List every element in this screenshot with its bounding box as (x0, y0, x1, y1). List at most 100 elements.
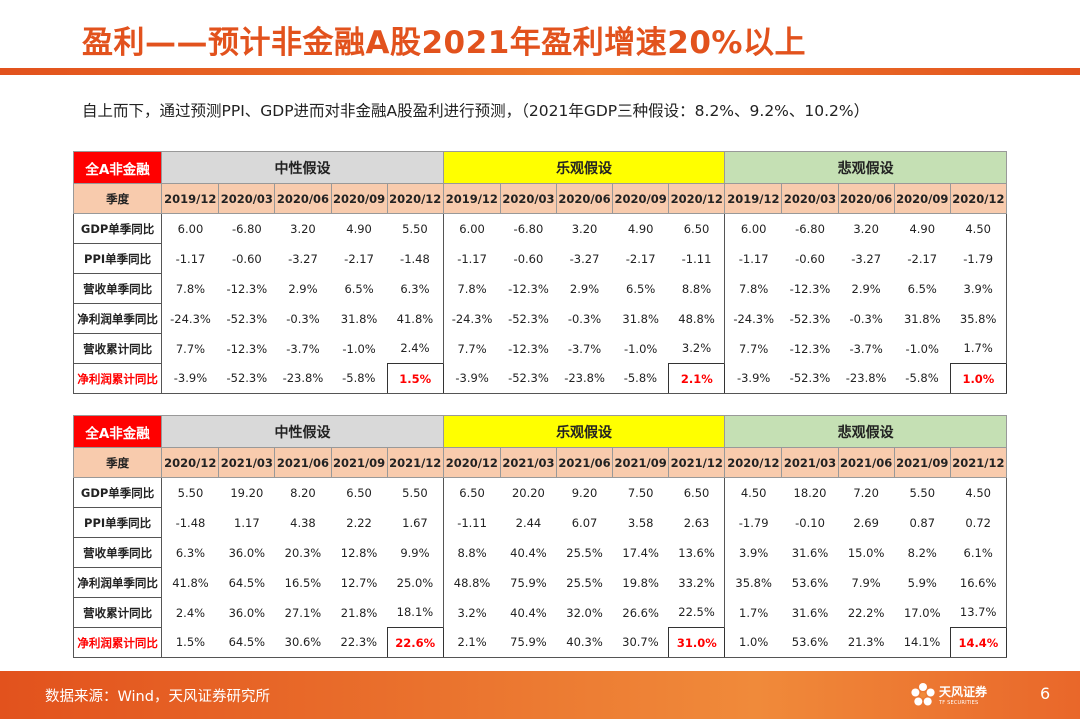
quarter-cell: 2020/09 (612, 183, 670, 214)
table-cell: -5.8% (894, 363, 951, 394)
table-cell: 8.8% (668, 273, 726, 304)
table-cell: 25.5% (556, 567, 613, 598)
table-cell: 30.7% (612, 627, 669, 658)
quarter-cell: 2020/12 (724, 447, 783, 478)
table-cell: -5.8% (331, 363, 388, 394)
title-rule (0, 68, 1080, 75)
table-cell: 2.4% (387, 333, 444, 364)
table-cell: -3.27 (556, 243, 613, 274)
table-row: 净利润单季同比 -24.3% -52.3% -0.3% 31.8% 41.8% -24.3%… (72, 303, 1008, 334)
table-cell: -52.3% (218, 363, 275, 394)
table-cell: -12.3% (500, 273, 557, 304)
table-cell: 16.5% (274, 567, 331, 598)
quarter-label: 季度 (72, 183, 163, 214)
table-cell: 36.0% (218, 597, 275, 628)
quarter-cell: 2020/09 (330, 183, 388, 214)
table-cell: 6.5% (894, 273, 951, 304)
quarter-cell: 2020/12 (161, 447, 220, 478)
row-label: 营收累计同比 (72, 597, 163, 628)
table-row: 营收单季同比 7.8% -12.3% 2.9% 6.5% 6.3% 7.8% -12.3% 2.… (72, 273, 1008, 304)
table-cell: 6.5% (331, 273, 388, 304)
quarter-cell: 2019/12 (442, 183, 501, 214)
table-cell: 5.50 (387, 213, 444, 244)
table-cell: 2.44 (500, 507, 557, 538)
table-cell: 7.50 (612, 477, 669, 508)
table-cell: -0.10 (781, 507, 839, 538)
table-row: 营收累计同比 7.7% -12.3% -3.7% -1.0% 2.4% 7.7% -12.3%… (72, 333, 1008, 364)
table-cell: 8.2% (894, 537, 951, 568)
table-cell: -5.8% (612, 363, 669, 394)
table-cell: 26.6% (612, 597, 669, 628)
table-cell: 16.6% (950, 567, 1008, 598)
table-cell: 12.8% (331, 537, 388, 568)
table-cell: 14.1% (894, 627, 951, 658)
table-cell: 1.7% (724, 597, 782, 628)
table-cell: -52.3% (781, 363, 839, 394)
table-cell: 36.0% (218, 537, 275, 568)
quarter-cell: 2020/03 (781, 183, 839, 214)
table-cell: 35.8% (950, 303, 1008, 334)
logo-text: 天风证券 (939, 685, 988, 699)
corner-label: 全A非金融 (72, 151, 163, 184)
table-cell: 53.6% (781, 627, 839, 658)
table-cell: 41.8% (161, 567, 219, 598)
quarter-cell: 2021/09 (330, 447, 388, 478)
logo-subtext: TF SECURITIES (939, 700, 979, 706)
table-cell: 25.0% (387, 567, 444, 598)
table-cell: 3.58 (612, 507, 669, 538)
table-cell: 31.8% (612, 303, 669, 334)
group-pessimistic: 悲观假设 (724, 151, 1007, 184)
table-cell: -1.11 (442, 507, 501, 538)
table-cell: -1.17 (724, 243, 782, 274)
table-cell: 6.50 (442, 477, 501, 508)
table-cell: 7.8% (161, 273, 219, 304)
row-label: PPI单季同比 (72, 507, 163, 538)
table-cell: 4.50 (950, 213, 1008, 244)
quarter-cell: 2021/12 (386, 447, 444, 478)
row-label: 营收累计同比 (72, 333, 163, 364)
table-cell: 15.0% (838, 537, 895, 568)
table-cell: 7.20 (838, 477, 895, 508)
group-header-row: 全A非金融 中性假设 乐观假设 悲观假设 (72, 151, 1007, 184)
table-cell: 18.20 (781, 477, 839, 508)
table-cell: 31.8% (331, 303, 388, 334)
group-header-row: 全A非金融 中性假设 乐观假设 悲观假设 (72, 415, 1007, 448)
table-cell: -23.8% (556, 363, 613, 394)
table-cell: 6.00 (442, 213, 501, 244)
quarter-header-row: 季度 2020/12 2021/03 2021/06 2021/09 2021/12 202… (72, 447, 1008, 478)
table-cell: 4.90 (612, 213, 669, 244)
table-cell: 7.8% (442, 273, 501, 304)
quarter-cell: 2021/09 (893, 447, 951, 478)
group-neutral: 中性假设 (161, 415, 444, 448)
table-cell: 7.9% (838, 567, 895, 598)
table-cell: 1.0% (724, 627, 782, 658)
table-cell: 2.9% (556, 273, 613, 304)
footer-bar: 数据来源：Wind，天风证券研究所 天风证券 TF SECURITIES 6 (0, 671, 1080, 719)
table-cell: 22.3% (331, 627, 388, 658)
row-label: PPI单季同比 (72, 243, 163, 274)
row-label: 净利润累计同比 (72, 363, 163, 394)
table-cell: 6.50 (668, 477, 726, 508)
group-neutral: 中性假设 (161, 151, 444, 184)
table-cell: 6.1% (950, 537, 1008, 568)
table-cell: -23.8% (838, 363, 895, 394)
group-optimistic: 乐观假设 (442, 151, 726, 184)
quarter-header-row: 季度 2019/12 2020/03 2020/06 2020/09 2020/12 201… (72, 183, 1008, 214)
table-cell: -1.17 (161, 243, 219, 274)
quarter-cell: 2020/03 (499, 183, 557, 214)
table-cell: 2.4% (161, 597, 219, 628)
table-cell: -1.0% (612, 333, 669, 364)
table-cell: 6.50 (668, 213, 726, 244)
table-cell: 3.2% (668, 333, 726, 364)
quarter-cell: 2020/06 (555, 183, 614, 214)
table-cell: 6.07 (556, 507, 613, 538)
table-cell: -3.9% (442, 363, 501, 394)
quarter-cell: 2020/12 (442, 447, 501, 478)
table-cell: 2.1% (668, 363, 726, 394)
table-cell: 48.8% (442, 567, 501, 598)
table-cell: 1.67 (387, 507, 444, 538)
table-cell: -0.60 (500, 243, 557, 274)
table-cell: 13.6% (668, 537, 726, 568)
table-cell: 31.8% (894, 303, 951, 334)
flower-logo-icon (911, 683, 935, 706)
